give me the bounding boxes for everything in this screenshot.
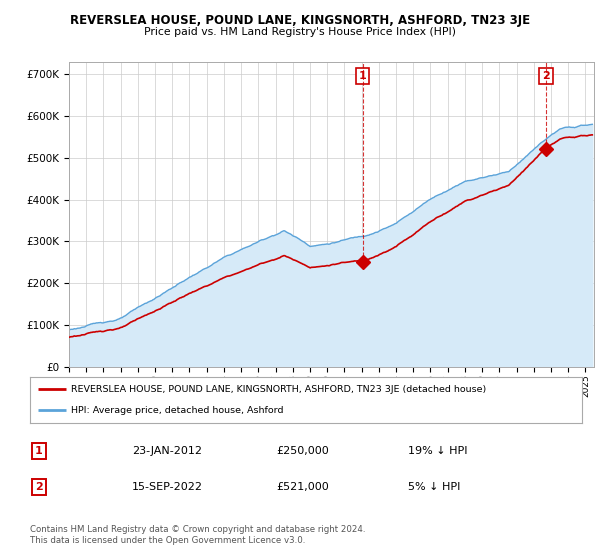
Text: HPI: Average price, detached house, Ashford: HPI: Average price, detached house, Ashf… [71, 406, 284, 415]
Text: £250,000: £250,000 [276, 446, 329, 456]
Text: 19% ↓ HPI: 19% ↓ HPI [408, 446, 467, 456]
Text: 1: 1 [359, 71, 367, 81]
Text: Contains HM Land Registry data © Crown copyright and database right 2024.
This d: Contains HM Land Registry data © Crown c… [30, 525, 365, 545]
Text: REVERSLEA HOUSE, POUND LANE, KINGSNORTH, ASHFORD, TN23 3JE (detached house): REVERSLEA HOUSE, POUND LANE, KINGSNORTH,… [71, 385, 487, 394]
Text: Price paid vs. HM Land Registry's House Price Index (HPI): Price paid vs. HM Land Registry's House … [144, 27, 456, 37]
Text: 5% ↓ HPI: 5% ↓ HPI [408, 482, 460, 492]
Text: 23-JAN-2012: 23-JAN-2012 [132, 446, 202, 456]
Text: £521,000: £521,000 [276, 482, 329, 492]
Text: REVERSLEA HOUSE, POUND LANE, KINGSNORTH, ASHFORD, TN23 3JE: REVERSLEA HOUSE, POUND LANE, KINGSNORTH,… [70, 14, 530, 27]
Text: 1: 1 [35, 446, 43, 456]
Text: 2: 2 [542, 71, 550, 81]
Text: 15-SEP-2022: 15-SEP-2022 [132, 482, 203, 492]
Text: 2: 2 [35, 482, 43, 492]
